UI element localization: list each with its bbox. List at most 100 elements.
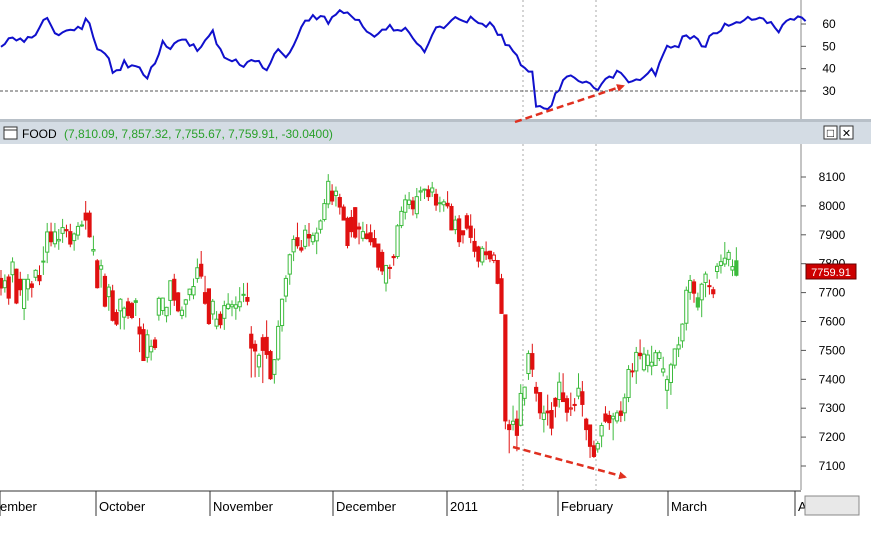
candle-body [634,351,639,372]
candle [580,381,585,417]
candle [226,293,231,310]
price-tick-label: 7200 [819,430,846,444]
candle [464,213,469,231]
candle [68,223,73,248]
candle-body [164,306,169,317]
close-icon: ✕ [842,128,851,140]
candle [499,273,504,314]
candle [383,264,389,292]
candle [403,194,408,220]
candle [634,346,639,384]
x-axis-month-label: ember [0,499,38,514]
candle [272,359,277,384]
candle-body [149,345,154,353]
candle [476,245,481,268]
candle [695,292,700,311]
candle-body [480,247,485,263]
candle-body [591,445,596,457]
candle [584,417,589,441]
candle [241,283,246,303]
candle [2,274,7,293]
indicator-tick-label: 50 [822,39,836,53]
candle [453,215,458,235]
candle-body [664,379,670,391]
candle [614,410,620,424]
candle [75,222,81,240]
candle-body [349,216,354,233]
candle-body [734,260,739,276]
panel-separator[interactable] [0,119,871,122]
indicator-tick-label: 60 [822,17,836,31]
x-axis-month-label: December [336,499,397,514]
symbol-label: FOOD [22,127,57,141]
candle [649,345,654,376]
candle [333,186,339,207]
candle [387,264,392,280]
price-y-ticks: 7100720073007400750076007700780079008000… [801,170,846,473]
candle-body [118,298,123,312]
candle [33,269,38,282]
candle-body [310,234,315,243]
x-axis-month-label: A [798,499,807,514]
candle-body [638,352,643,357]
candle-body [326,180,331,205]
candle [260,334,265,384]
candle [287,253,292,285]
candle-body [507,424,512,431]
candle [630,363,635,378]
candle-body [715,265,720,273]
candle [510,405,516,431]
candle-body [160,297,165,312]
candle [318,219,323,234]
candle [591,440,596,458]
candle-body [45,231,50,253]
candle-body [129,303,135,318]
maximize-button[interactable] [823,125,838,140]
candle [283,275,288,303]
candle [137,318,142,353]
candle [41,246,46,275]
candle [299,240,304,253]
candle [418,186,423,201]
candle [133,298,138,317]
candle [237,287,242,312]
candle [457,215,462,247]
price-panel-header [0,122,871,144]
candle [245,282,250,306]
candle [99,259,104,288]
candle [441,199,446,212]
candle [680,323,685,348]
candle [711,286,716,299]
candle-body [210,300,215,315]
candle-body [418,190,423,193]
candle-body [95,260,100,289]
candle [233,296,238,320]
candle [541,405,546,433]
candle-body [83,212,88,221]
candle [557,372,562,408]
candle [276,320,281,361]
candle [437,196,442,213]
candle [549,402,554,436]
candle-body [114,312,119,325]
candle-body [387,266,392,269]
candle-body [176,292,181,312]
candle-body [534,386,539,394]
panel-menu-icon[interactable] [3,126,18,140]
close-button[interactable] [839,125,854,140]
candle [306,222,312,247]
candle-body [491,254,496,262]
candle-body [649,361,654,367]
candle [303,224,308,250]
candle-body [337,197,342,208]
candle [326,174,331,209]
candle [356,222,362,245]
candle [22,278,27,321]
candle-body [522,386,527,399]
candle [422,188,427,199]
candle-body [102,275,108,307]
candle-body [607,414,612,424]
candle [322,198,327,222]
candle [564,395,570,422]
candle [568,392,573,417]
